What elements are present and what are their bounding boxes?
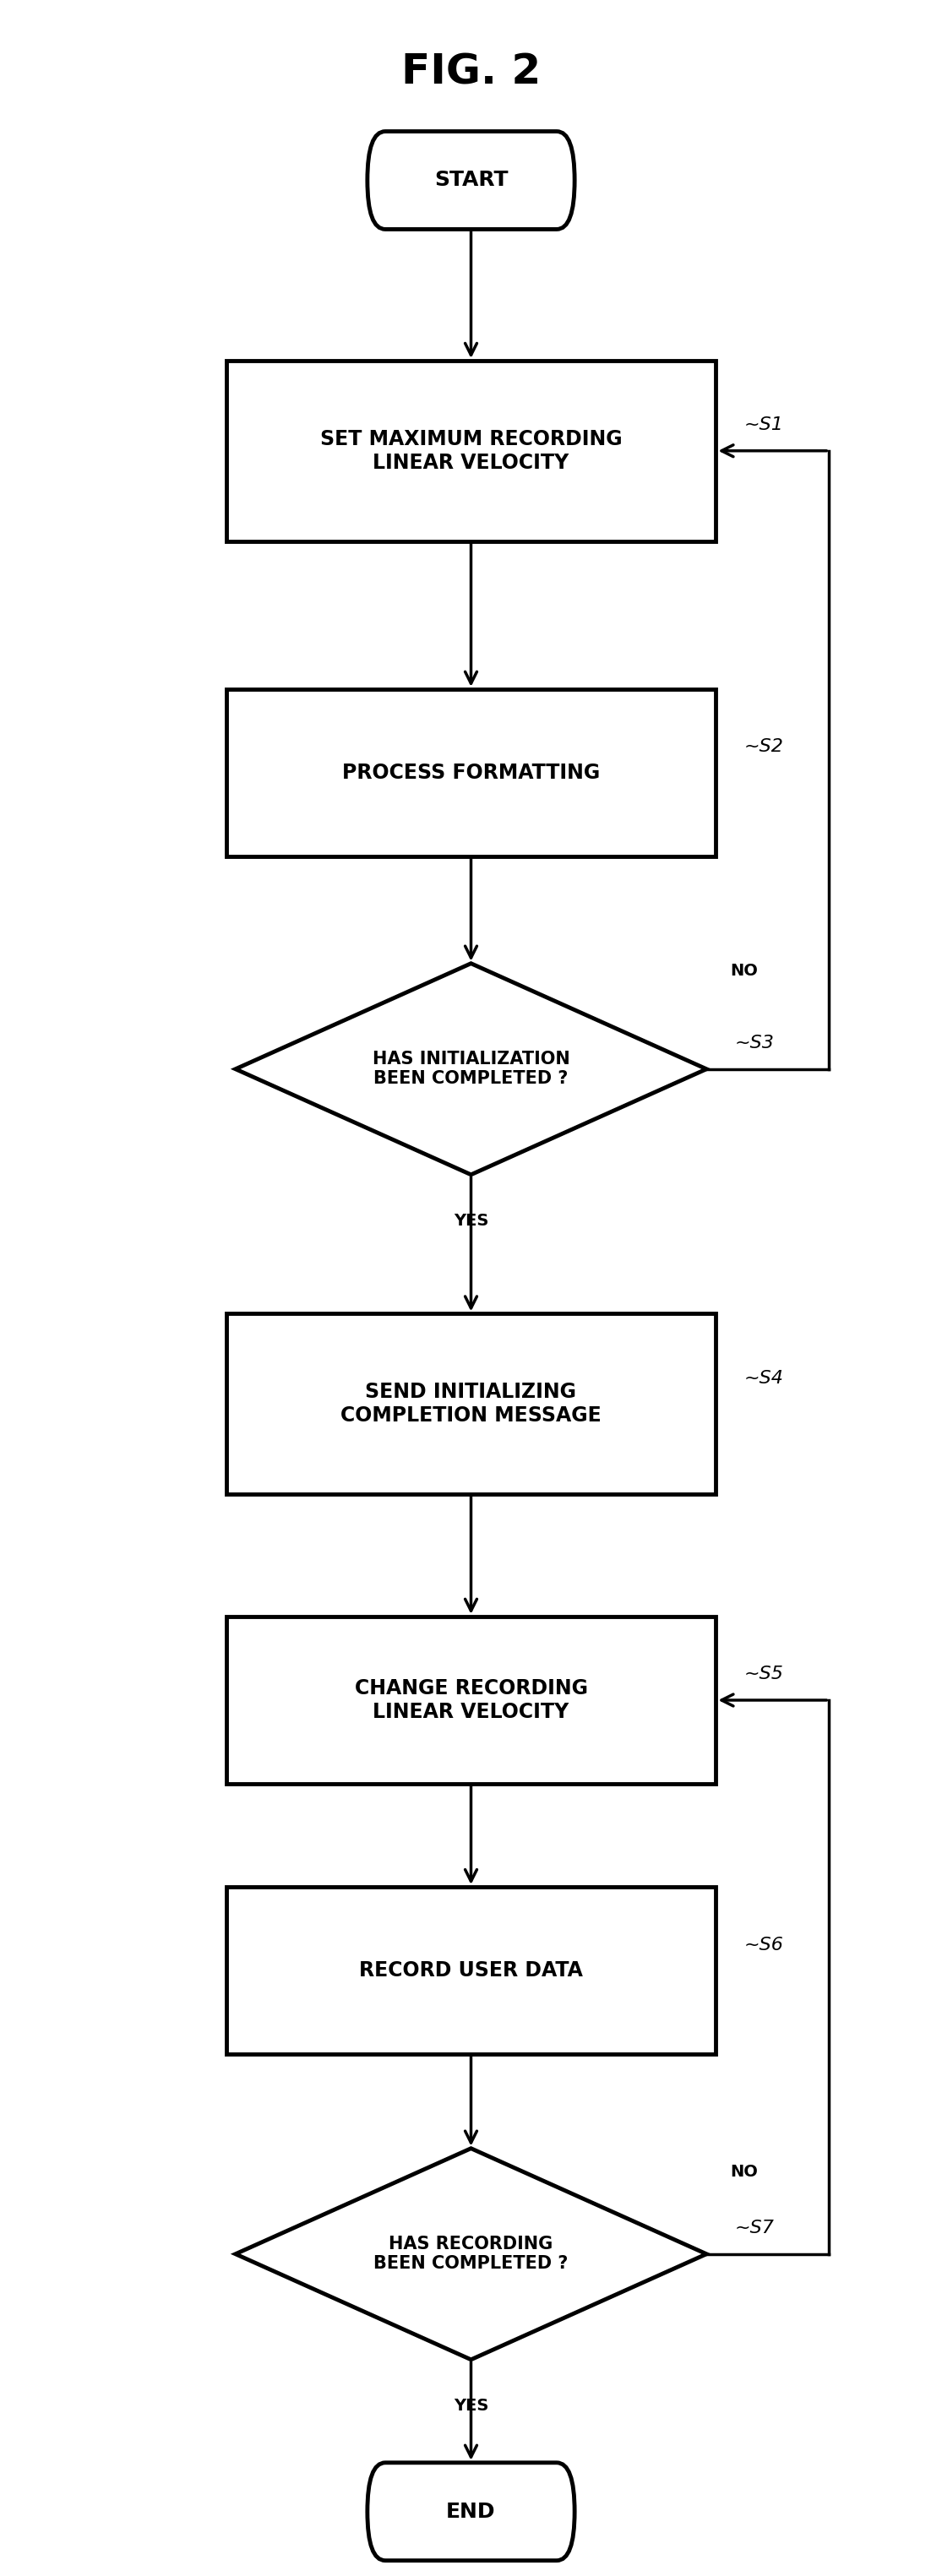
- Text: SET MAXIMUM RECORDING
LINEAR VELOCITY: SET MAXIMUM RECORDING LINEAR VELOCITY: [320, 430, 622, 471]
- Text: YES: YES: [453, 1213, 489, 1229]
- Text: SEND INITIALIZING
COMPLETION MESSAGE: SEND INITIALIZING COMPLETION MESSAGE: [341, 1383, 601, 1425]
- Text: RECORD USER DATA: RECORD USER DATA: [359, 1960, 583, 1981]
- Text: HAS INITIALIZATION
BEEN COMPLETED ?: HAS INITIALIZATION BEEN COMPLETED ?: [372, 1051, 570, 1087]
- FancyBboxPatch shape: [226, 1886, 716, 2056]
- Text: ~S3: ~S3: [735, 1036, 774, 1051]
- Text: ~S4: ~S4: [744, 1370, 784, 1386]
- Text: PROCESS FORMATTING: PROCESS FORMATTING: [342, 762, 600, 783]
- Text: FIG. 2: FIG. 2: [401, 52, 541, 93]
- Polygon shape: [236, 963, 706, 1175]
- Text: ~S6: ~S6: [744, 1937, 784, 1953]
- FancyBboxPatch shape: [226, 1314, 716, 1494]
- Text: ~S7: ~S7: [735, 2221, 774, 2236]
- Polygon shape: [236, 2148, 706, 2360]
- Text: START: START: [434, 170, 508, 191]
- FancyBboxPatch shape: [367, 2463, 575, 2561]
- Text: YES: YES: [453, 2398, 489, 2414]
- Text: CHANGE RECORDING
LINEAR VELOCITY: CHANGE RECORDING LINEAR VELOCITY: [354, 1680, 588, 1721]
- Text: NO: NO: [730, 2164, 757, 2179]
- FancyBboxPatch shape: [367, 131, 575, 229]
- Text: NO: NO: [730, 963, 757, 979]
- FancyBboxPatch shape: [226, 361, 716, 541]
- Text: ~S1: ~S1: [744, 417, 784, 433]
- Text: HAS RECORDING
BEEN COMPLETED ?: HAS RECORDING BEEN COMPLETED ?: [374, 2236, 568, 2272]
- FancyBboxPatch shape: [226, 1618, 716, 1783]
- Text: ~S2: ~S2: [744, 739, 784, 755]
- FancyBboxPatch shape: [226, 688, 716, 855]
- Text: END: END: [447, 2501, 495, 2522]
- Text: ~S5: ~S5: [744, 1667, 784, 1682]
